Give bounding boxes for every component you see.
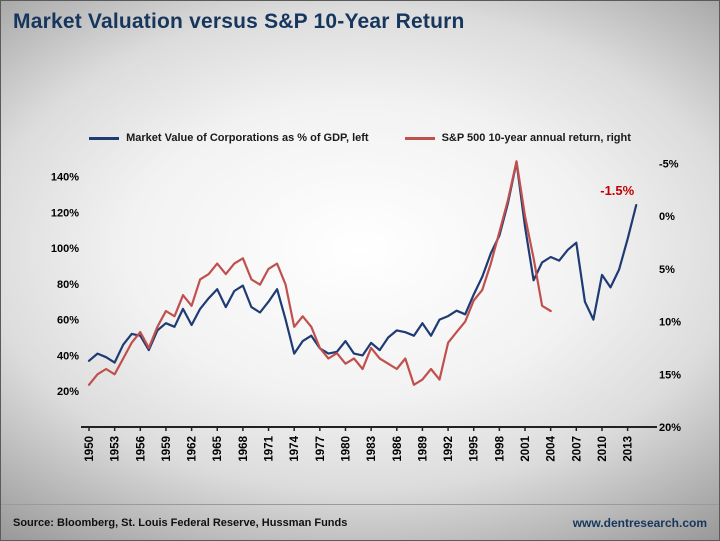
chart-legend: Market Value of Corporations as % of GDP…: [1, 132, 719, 144]
x-axis-tick-label: 1971: [264, 435, 276, 461]
x-axis-tick-label: 1956: [135, 436, 147, 462]
legend-swatch-gdp: [89, 136, 120, 140]
x-axis-tick-label: 1974: [289, 435, 301, 461]
right-axis-tick-label: -5%: [659, 158, 679, 170]
x-axis-tick-label: 1998: [494, 435, 506, 461]
legend-item-gdp: Market Value of Corporations as % of GDP…: [89, 132, 369, 144]
x-axis-tick-label: 1992: [443, 436, 455, 462]
left-axis-tick-label: 140%: [51, 171, 79, 183]
website-link[interactable]: www.dentresearch.com: [572, 515, 707, 530]
x-axis-tick-label: 2004: [546, 435, 558, 461]
left-axis-tick-label: 20%: [57, 386, 79, 398]
footer-bar: Source: Bloomberg, St. Louis Federal Res…: [1, 504, 719, 540]
x-axis-tick-label: 1962: [187, 436, 199, 462]
x-axis-tick-label: 2007: [571, 436, 583, 462]
x-axis-tick-label: 1965: [212, 435, 224, 461]
right-axis-tick-label: 15%: [659, 369, 681, 381]
legend-swatch-sp500: [404, 136, 435, 140]
x-axis-tick-label: 2001: [520, 435, 532, 461]
right-axis-tick-label: 0%: [659, 211, 675, 223]
left-axis-tick-label: 100%: [51, 243, 79, 255]
x-axis-tick-label: 1989: [417, 436, 429, 462]
x-axis-tick-label: 1953: [110, 436, 122, 462]
x-axis-tick-label: 1980: [340, 436, 352, 462]
x-axis-tick-label: 2013: [623, 436, 635, 462]
x-axis-tick-label: 1959: [161, 436, 173, 462]
x-axis-tick-label: 1977: [315, 436, 327, 462]
series-line-gdp: [87, 161, 638, 364]
x-axis-tick-label: 1995: [469, 435, 481, 461]
annotation-label: -1.5%: [600, 183, 634, 198]
left-axis-tick-label: 60%: [57, 315, 79, 327]
page-title: Market Valuation versus S&P 10-Year Retu…: [13, 10, 465, 33]
legend-label-sp500: S&P 500 10-year annual return, right: [441, 132, 631, 144]
source-text: Source: Bloomberg, St. Louis Federal Res…: [13, 516, 348, 529]
right-axis-tick-label: 10%: [659, 317, 681, 329]
legend-label-gdp: Market Value of Corporations as % of GDP…: [126, 132, 369, 144]
x-axis-tick-label: 1950: [84, 436, 96, 462]
chart-plot: 140% 120% 100% 80% 60% 40% 20% -5% 0% 5% 10% 15% 20%…: [51, 158, 681, 462]
right-axis-tick-label: 20%: [659, 422, 681, 434]
x-axis-tick-label: 1968: [238, 435, 250, 461]
right-axis-tick-label: 5%: [659, 264, 675, 276]
left-axis-tick-label: 40%: [57, 350, 79, 362]
left-axis-tick-label: 80%: [57, 279, 79, 291]
x-axis-tick-label: 1983: [366, 436, 378, 462]
x-axis-tick-label: 1986: [392, 436, 404, 462]
left-axis-tick-label: 120%: [51, 207, 79, 219]
x-axis-tick-label: 2010: [597, 436, 609, 462]
series-line-sp500: [87, 160, 552, 386]
legend-item-sp500: S&P 500 10-year annual return, right: [404, 132, 631, 144]
